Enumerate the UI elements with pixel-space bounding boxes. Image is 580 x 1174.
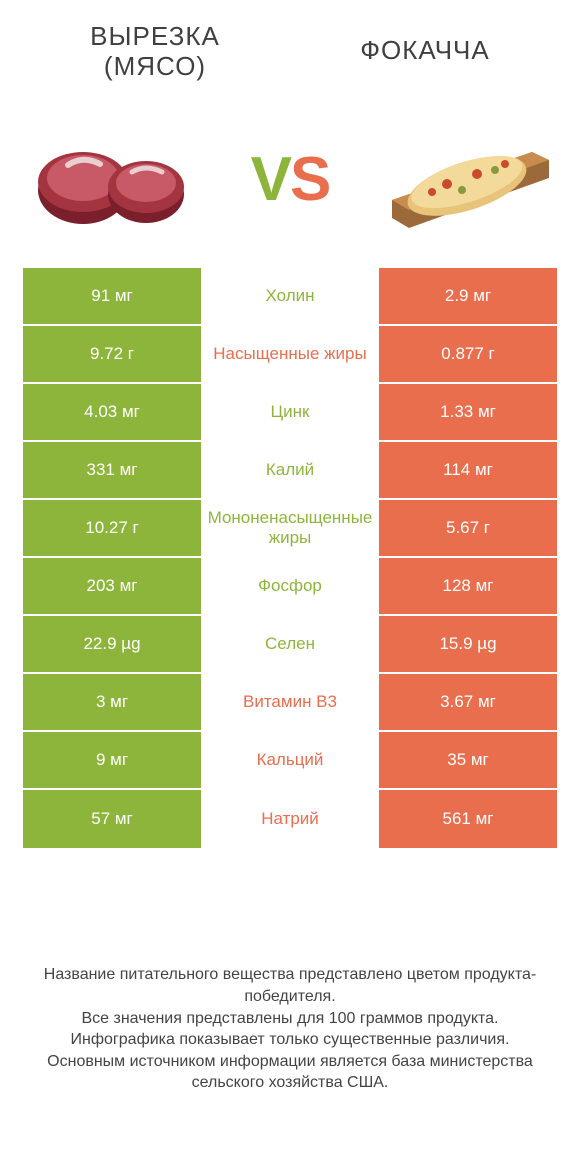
nutrient-name: Витамин B3 xyxy=(201,674,379,730)
images-row: VS xyxy=(0,102,580,268)
left-value: 9 мг xyxy=(23,732,201,788)
left-value: 22.9 µg xyxy=(23,616,201,672)
table-row: 331 мгКалий114 мг xyxy=(23,442,557,500)
nutrient-name: Селен xyxy=(201,616,379,672)
right-value: 15.9 µg xyxy=(379,616,557,672)
left-value: 9.72 г xyxy=(23,326,201,382)
nutrient-name: Калий xyxy=(201,442,379,498)
vs-v: V xyxy=(251,145,290,214)
table-row: 3 мгВитамин B33.67 мг xyxy=(23,674,557,732)
header: ВЫРЕЗКА (МЯСО) ФОКАЧЧА xyxy=(0,0,580,82)
nutrient-name: Натрий xyxy=(201,790,379,848)
right-value: 0.877 г xyxy=(379,326,557,382)
table-row: 4.03 мгЦинк1.33 мг xyxy=(23,384,557,442)
footer-line1: Название питательного вещества представл… xyxy=(24,964,556,1007)
right-value: 35 мг xyxy=(379,732,557,788)
table-row: 9 мгКальций35 мг xyxy=(23,732,557,790)
right-value: 128 мг xyxy=(379,558,557,614)
left-value: 91 мг xyxy=(23,268,201,324)
table-row: 22.9 µgСелен15.9 µg xyxy=(23,616,557,674)
nutrient-name: Фосфор xyxy=(201,558,379,614)
focaccia-illustration xyxy=(377,120,552,240)
nutrient-name: Кальций xyxy=(201,732,379,788)
left-title-line2: (МЯСО) xyxy=(104,51,206,81)
footer-line3: Инфографика показывает только существенн… xyxy=(24,1029,556,1051)
footer-line4: Основным источником информации является … xyxy=(24,1051,556,1094)
comparison-table: 91 мгХолин2.9 мг9.72 гНасыщенные жиры0.8… xyxy=(23,268,557,848)
left-value: 10.27 г xyxy=(23,500,201,556)
footer-notes: Название питательного вещества представл… xyxy=(0,964,580,1094)
left-value: 331 мг xyxy=(23,442,201,498)
right-value: 3.67 мг xyxy=(379,674,557,730)
left-title-line1: ВЫРЕЗКА xyxy=(90,21,220,51)
right-value: 2.9 мг xyxy=(379,268,557,324)
vs-label: VS xyxy=(251,144,330,215)
table-row: 10.27 гМононенасыщенные жиры5.67 г xyxy=(23,500,557,558)
vs-s: S xyxy=(290,145,329,214)
left-value: 57 мг xyxy=(23,790,201,848)
left-value: 3 мг xyxy=(23,674,201,730)
right-value: 1.33 мг xyxy=(379,384,557,440)
table-row: 57 мгНатрий561 мг xyxy=(23,790,557,848)
left-value: 4.03 мг xyxy=(23,384,201,440)
right-value: 561 мг xyxy=(379,790,557,848)
nutrient-name: Мононенасыщенные жиры xyxy=(201,500,379,556)
right-value: 5.67 г xyxy=(379,500,557,556)
right-value: 114 мг xyxy=(379,442,557,498)
nutrient-name: Насыщенные жиры xyxy=(201,326,379,382)
left-product-title: ВЫРЕЗКА (МЯСО) xyxy=(40,22,270,82)
table-row: 91 мгХолин2.9 мг xyxy=(23,268,557,326)
table-row: 9.72 гНасыщенные жиры0.877 г xyxy=(23,326,557,384)
nutrient-name: Холин xyxy=(201,268,379,324)
tenderloin-illustration xyxy=(28,120,203,240)
footer-line2: Все значения представлены для 100 граммо… xyxy=(24,1008,556,1030)
left-value: 203 мг xyxy=(23,558,201,614)
nutrient-name: Цинк xyxy=(201,384,379,440)
table-row: 203 мгФосфор128 мг xyxy=(23,558,557,616)
right-product-title: ФОКАЧЧА xyxy=(310,22,540,82)
